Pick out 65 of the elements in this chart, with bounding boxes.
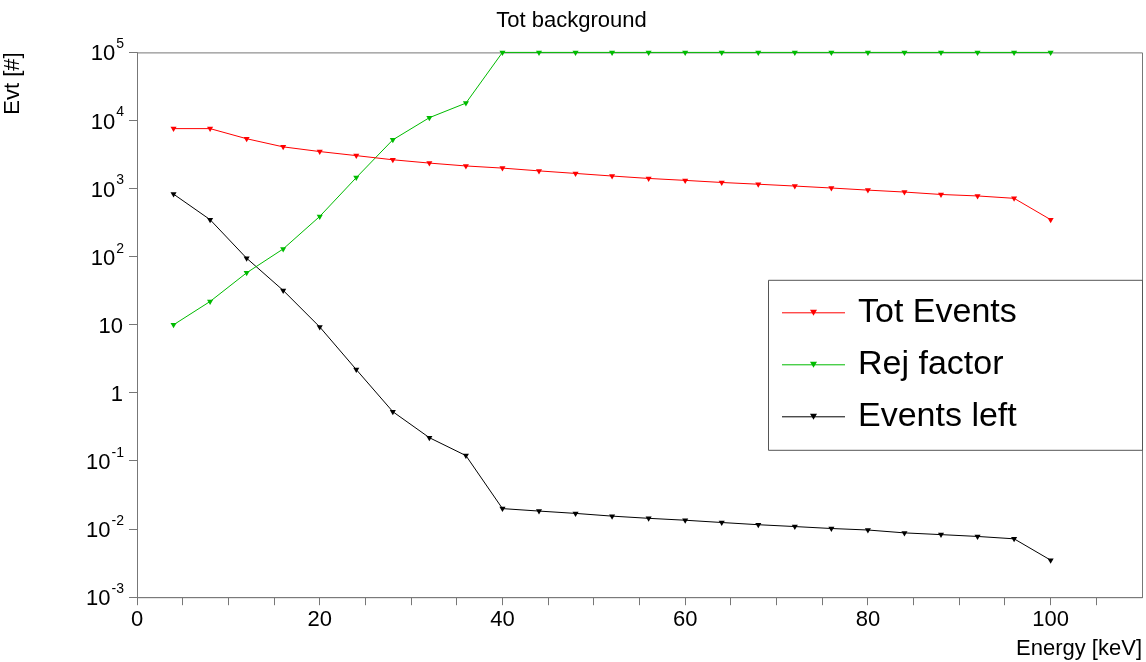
point — [170, 126, 177, 133]
point — [901, 531, 908, 537]
point — [974, 194, 981, 200]
point — [791, 524, 798, 531]
point — [426, 115, 433, 122]
y-tick-label: 1 — [110, 380, 124, 406]
point — [682, 518, 689, 524]
x-tick-label: 60 — [672, 606, 698, 632]
point — [426, 161, 433, 167]
point — [170, 323, 177, 329]
point — [353, 175, 360, 182]
point — [316, 325, 323, 331]
point — [170, 192, 177, 198]
point — [609, 174, 616, 180]
point — [718, 180, 725, 186]
point — [280, 247, 287, 253]
point — [864, 188, 871, 194]
x-tick-label: 40 — [490, 606, 515, 632]
point — [243, 271, 250, 277]
point — [207, 299, 214, 305]
point — [243, 136, 250, 143]
legend-label: Rej factor — [858, 343, 1004, 382]
point — [1047, 217, 1054, 224]
point — [426, 435, 433, 442]
point — [499, 506, 506, 513]
point — [280, 145, 287, 151]
point — [535, 509, 543, 515]
point — [207, 217, 214, 224]
point — [462, 164, 469, 170]
point — [353, 153, 360, 160]
x-tick-label: 0 — [130, 606, 144, 632]
point — [462, 453, 469, 460]
point — [1011, 537, 1018, 543]
point — [828, 526, 835, 533]
x-tick-label: 20 — [307, 606, 332, 632]
point — [389, 409, 396, 416]
point — [389, 138, 396, 144]
point — [499, 166, 506, 172]
point — [389, 158, 396, 164]
point — [1047, 558, 1054, 564]
point — [901, 190, 908, 196]
point — [718, 520, 725, 526]
chart-title: Tot background — [496, 7, 647, 33]
point — [828, 186, 835, 192]
legend-label: Tot Events — [858, 291, 1017, 330]
point — [316, 149, 323, 156]
point — [243, 256, 250, 262]
point — [755, 182, 762, 188]
point — [609, 514, 616, 520]
y-axis-title: Evt [#] — [0, 52, 25, 115]
point — [207, 126, 214, 133]
x-axis-title: Energy [keV] — [1016, 634, 1142, 660]
point — [864, 528, 871, 534]
y-tick-label: 10 — [98, 312, 124, 338]
point — [535, 169, 543, 175]
point — [791, 184, 798, 190]
point — [353, 367, 360, 374]
point — [462, 101, 469, 107]
legend-label: Events left — [858, 395, 1018, 434]
point — [316, 214, 323, 220]
x-tick-label: 80 — [855, 606, 881, 632]
point — [718, 50, 725, 56]
point — [937, 532, 945, 539]
point — [755, 522, 762, 529]
x-tick-label: 100 — [1032, 606, 1069, 632]
